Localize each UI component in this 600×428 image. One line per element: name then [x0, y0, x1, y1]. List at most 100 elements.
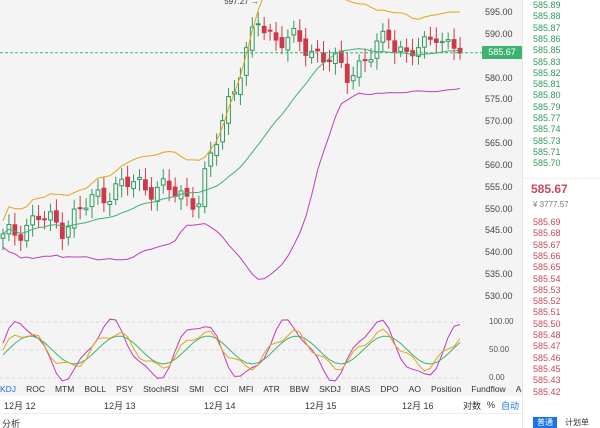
- ask-price[interactable]: 585.85: [533, 45, 561, 56]
- candle: [101, 176, 107, 213]
- bid-price[interactable]: 585.65: [533, 262, 561, 273]
- indicator-tab-kdj[interactable]: KDJ: [0, 384, 17, 394]
- auto-scale-toggle[interactable]: 自动: [501, 400, 520, 411]
- analysis-label: 分析: [2, 419, 21, 428]
- ask-price[interactable]: 585.89: [533, 0, 561, 10]
- ask-price[interactable]: 585.70: [533, 158, 561, 169]
- ask-price[interactable]: 585.77: [533, 113, 561, 123]
- indicator-tab-bias[interactable]: BIAS: [350, 384, 371, 394]
- candle: [30, 204, 36, 237]
- bid-price[interactable]: 585.69: [533, 217, 561, 227]
- bid-price[interactable]: 585.67: [533, 239, 561, 250]
- candle: [89, 189, 95, 219]
- ask-price[interactable]: 585.83: [533, 56, 561, 67]
- oscillator-axis-label: 100.00: [489, 317, 514, 326]
- candle: [321, 41, 326, 71]
- indicator-tab-cci[interactable]: CCI: [214, 384, 229, 394]
- tab-normal[interactable]: 普通: [533, 417, 557, 428]
- price-axis-label: 580.00: [485, 72, 513, 83]
- indicator-tab-roc[interactable]: ROC: [26, 384, 45, 394]
- bid-price[interactable]: 585.42: [533, 386, 561, 397]
- ask-price[interactable]: 585.86: [533, 33, 561, 44]
- kdj-j-line: [2, 318, 461, 382]
- indicator-tab-boll[interactable]: BOLL: [84, 384, 107, 394]
- price-axis-label: 565.00: [485, 138, 513, 149]
- candle: [386, 18, 392, 49]
- date-axis-label: 12月 13: [104, 401, 136, 411]
- bid-price[interactable]: 585.48: [533, 330, 561, 340]
- bid-price[interactable]: 585.43: [533, 375, 561, 386]
- bid-price[interactable]: 585.68: [533, 228, 561, 239]
- bid-price[interactable]: 585.45: [533, 363, 561, 374]
- order-book-panel: 585.89 585.88 585.87 585.86 585.85 585.83 585.…: [522, 0, 600, 428]
- candlestick-chart[interactable]: 597.27 →: [0, 0, 522, 320]
- indicator-tab-ao[interactable]: AO: [408, 384, 421, 394]
- price-axis-label: 550.00: [485, 203, 513, 214]
- candle: [71, 199, 77, 238]
- candle: [404, 38, 410, 63]
- bid-price[interactable]: 585.52: [533, 296, 561, 307]
- indicator-tab-fundflow[interactable]: Fundflow: [471, 384, 506, 394]
- candle: [427, 26, 433, 46]
- kdj-oscillator-chart[interactable]: [0, 0, 522, 396]
- ask-price[interactable]: 585.81: [533, 79, 561, 90]
- indicator-tab-psy[interactable]: PSY: [116, 384, 134, 394]
- candle: [238, 67, 243, 106]
- bid-price[interactable]: 585.50: [533, 318, 561, 329]
- chart-area[interactable]: 597.27 → 595.00590.00585.00580.00575.005…: [0, 0, 590, 396]
- candle: [433, 27, 439, 54]
- indicator-tab-mfi[interactable]: MFI: [238, 384, 254, 394]
- candle: [261, 17, 267, 41]
- ask-price[interactable]: 585.87: [533, 22, 561, 33]
- log-scale-toggle[interactable]: 对数: [463, 400, 482, 411]
- price-axis-label: 595.00: [485, 7, 513, 17]
- bid-price[interactable]: 585.66: [533, 250, 561, 261]
- candle: [439, 32, 445, 53]
- ask-price[interactable]: 585.71: [533, 146, 561, 157]
- candle: [119, 167, 125, 198]
- indicator-bar: KDJ ROC MTM BOLL PSY StochRSI SMI CCI MFI ATR BBW S…: [0, 382, 590, 396]
- ask-price[interactable]: 585.73: [533, 135, 561, 146]
- candle: [327, 50, 332, 72]
- bid-price[interactable]: 585.54: [533, 273, 561, 284]
- price-axis-label: 540.00: [485, 247, 513, 258]
- date-axis: 12月 12 12月 13 12月 14 12月 15 12月 16: [0, 397, 522, 413]
- indicator-tab-position[interactable]: Position: [430, 384, 462, 394]
- ask-price[interactable]: 585.80: [533, 90, 561, 101]
- bid-price[interactable]: 585.46: [533, 352, 561, 363]
- candle: [53, 199, 59, 229]
- candle: [303, 28, 309, 67]
- candle: [202, 161, 208, 214]
- indicator-tab-bbw[interactable]: BBW: [289, 384, 310, 394]
- indicator-tab-skdj[interactable]: SKDJ: [319, 384, 341, 394]
- candle: [279, 26, 285, 55]
- indicator-tab-smi[interactable]: SMI: [188, 384, 205, 394]
- candle: [154, 181, 160, 211]
- ask-price[interactable]: 585.82: [533, 67, 561, 78]
- candle: [291, 20, 297, 43]
- candle: [148, 177, 154, 211]
- price-axis-label: 590.00: [485, 28, 513, 39]
- bid-price[interactable]: 585.47: [533, 341, 561, 352]
- current-price-tag: 585.67: [482, 46, 522, 59]
- candle: [297, 19, 303, 52]
- tab-plan[interactable]: 计划单: [565, 418, 589, 427]
- oscillator-axis-label: 50.00: [489, 345, 510, 354]
- order-type-tabs: 普通 计划单: [523, 417, 600, 428]
- percent-scale-toggle[interactable]: %: [487, 400, 496, 410]
- ask-price[interactable]: 585.79: [533, 101, 561, 112]
- indicator-tab-stochrsi[interactable]: StochRSI: [143, 384, 179, 394]
- order-book-divider: [523, 178, 600, 179]
- bid-price[interactable]: 585.53: [533, 284, 561, 295]
- price-axis-label: 555.00: [485, 181, 513, 192]
- ask-price[interactable]: 585.74: [533, 124, 561, 135]
- last-price: 585.67: [531, 182, 568, 196]
- bid-price[interactable]: 585.51: [533, 307, 561, 318]
- candle: [83, 198, 89, 216]
- chart-background: [0, 0, 463, 320]
- indicator-tab-atr[interactable]: ATR: [263, 384, 280, 394]
- ask-price[interactable]: 585.88: [533, 11, 561, 22]
- indicator-tab-dpo[interactable]: DPO: [380, 384, 399, 394]
- indicator-tab-mtm[interactable]: MTM: [54, 384, 75, 394]
- candle: [166, 169, 172, 202]
